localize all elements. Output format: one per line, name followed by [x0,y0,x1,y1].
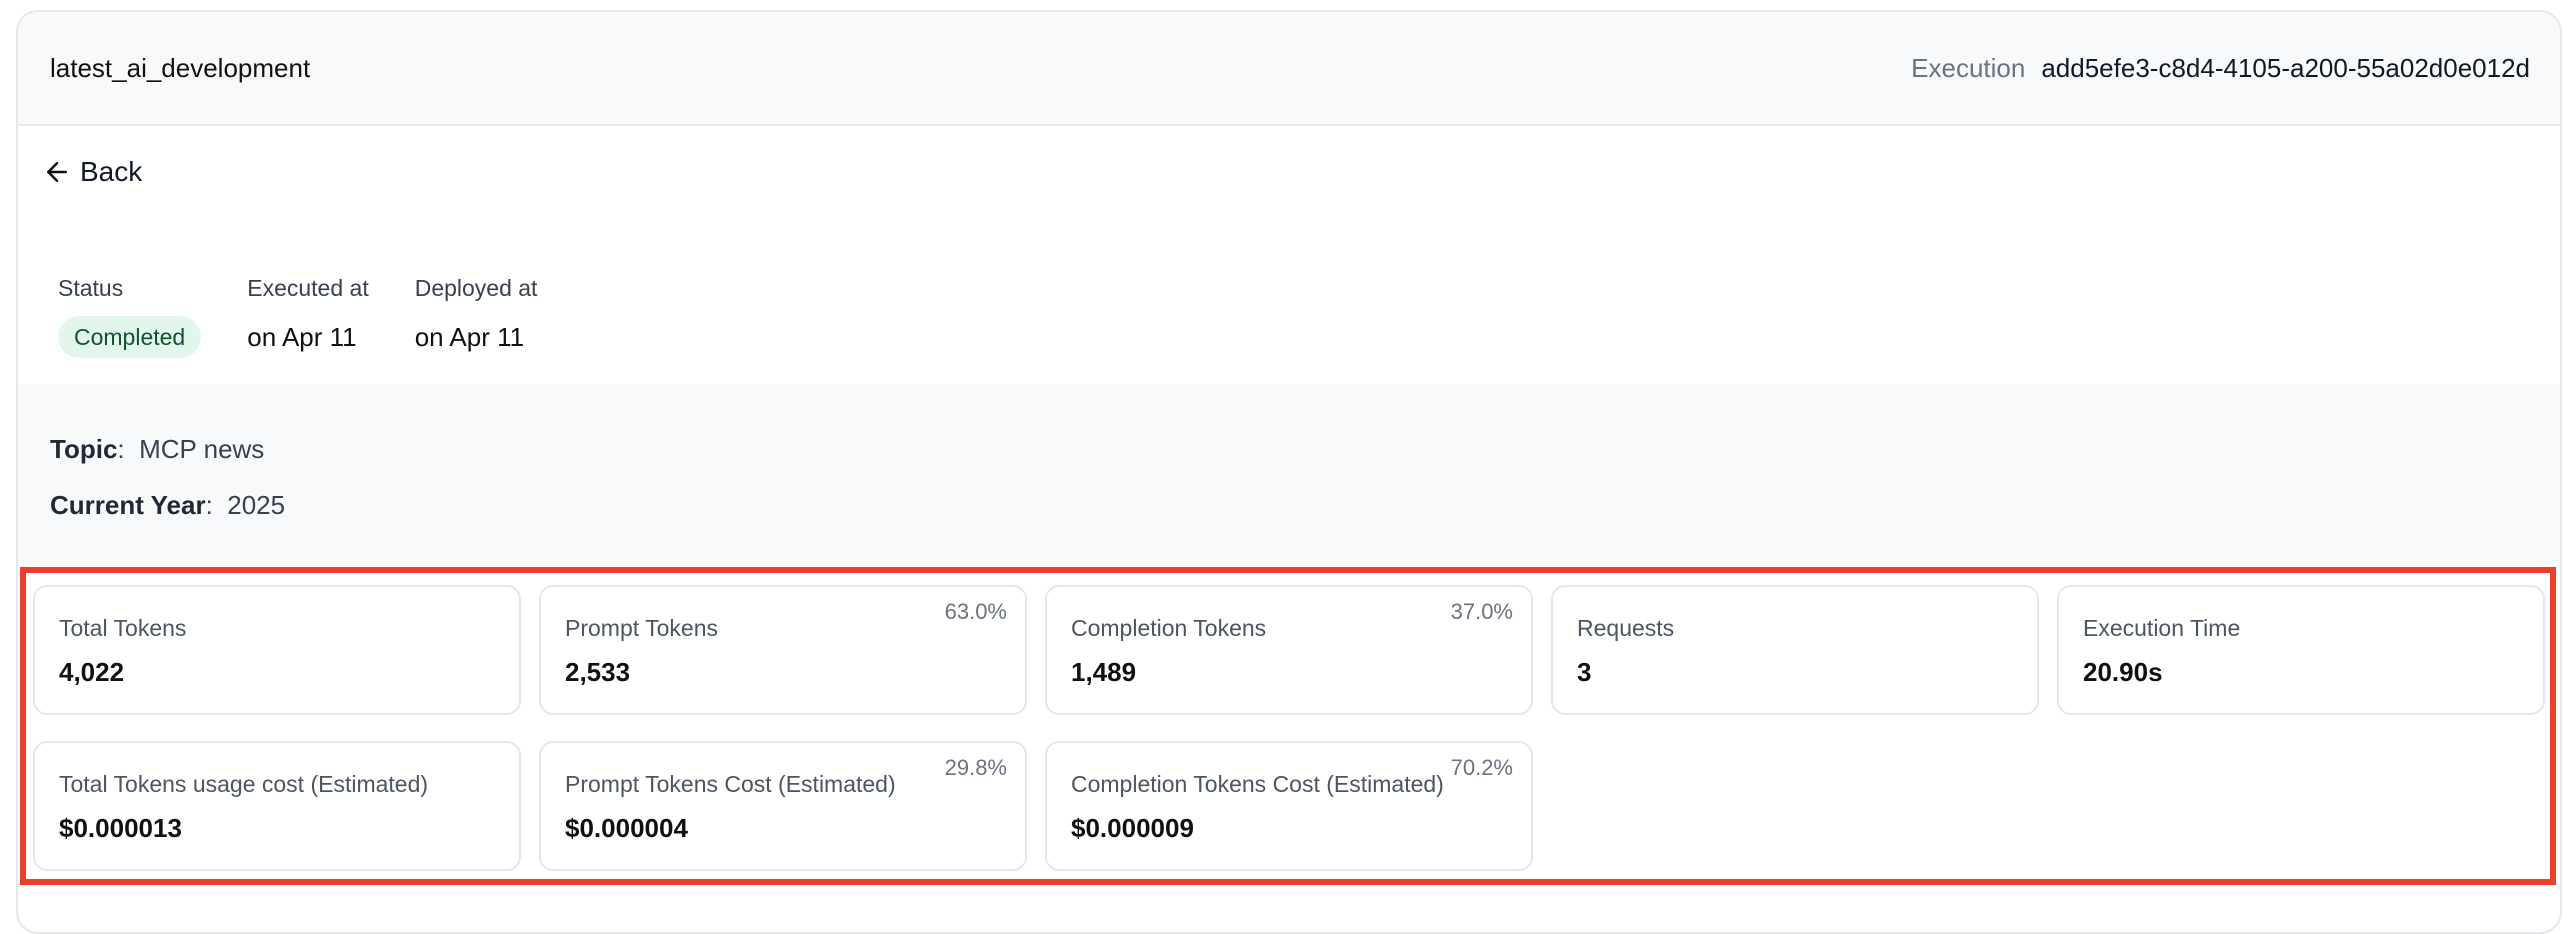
input-topic: Topic: MCP news [50,434,265,464]
status-badge: Completed [58,316,202,358]
metric-percentage: 37.0% [1450,599,1513,624]
metric-card: Total Tokens usage cost (Estimated) $0.0… [33,741,521,871]
metric-percentage: 70.2% [1450,755,1513,780]
metric-value: $0.000013 [59,813,182,843]
metric-label: Completion Tokens [1071,615,1267,641]
highlight-box [20,567,2556,885]
back-button[interactable]: Back [42,156,142,188]
metric-card: Prompt Tokens Cost (Estimated) $0.000004… [539,741,1027,871]
metric-value: $0.000009 [1071,813,1194,843]
metric-label: Completion Tokens Cost (Estimated) [1071,771,1444,797]
deployed-at-label: Deployed at [414,275,538,301]
input-key: Topic [50,434,118,464]
metric-value: 20.90s [2083,657,2163,687]
metric-label: Total Tokens usage cost (Estimated) [59,771,429,797]
status-label: Status [58,275,124,301]
metric-percentage: 29.8% [944,755,1007,780]
metric-percentage: 63.0% [944,599,1007,624]
metric-card: Total Tokens 4,022 [33,585,521,715]
execution-id-display: Execution add5efe3-c8d4-4105-a200-55a02d0… [1911,53,2530,84]
crew-title: latest_ai_development [50,52,311,83]
metric-value: 2,533 [565,657,631,687]
back-label: Back [80,156,143,187]
execution-header: latest_ai_development Execution add5efe3-… [18,12,2560,126]
metric-card: Completion Tokens Cost (Estimated) $0.00… [1045,741,1533,871]
executed-at-value: on Apr 11 [247,322,357,352]
input-value: 2025 [227,490,286,520]
metric-value: $0.000004 [565,813,688,843]
metric-card: Completion Tokens 1,489 37.0% [1045,585,1533,715]
metric-label: Execution Time [2083,615,2241,641]
deployed-at-value: on Apr 11 [414,322,525,352]
metric-card: Requests 3 [1551,585,2039,715]
input-key: Current Year [50,490,206,520]
inputs-section: Topic: MCP news Current Year: 2025 [18,384,2560,562]
metrics-grid: Total Tokens 4,022 Prompt Tokens 2,533 6… [33,585,2545,871]
metric-label: Prompt Tokens [565,615,718,641]
executed-at-label: Executed at [247,275,369,301]
metric-card: Prompt Tokens 2,533 63.0% [539,585,1027,715]
execution-meta: Status Completed Executed at on Apr 11 D… [58,275,537,358]
input-current-year: Current Year: 2025 [50,490,286,520]
metric-label: Requests [1577,615,1675,641]
execution-label: Execution [1911,52,2026,83]
execution-id: add5efe3-c8d4-4105-a200-55a02d0e012d [2041,52,2530,83]
metric-value: 4,022 [59,657,125,687]
input-value: MCP news [139,434,265,464]
metric-label: Prompt Tokens Cost (Estimated) [565,771,896,797]
metric-value: 3 [1577,657,1592,687]
arrow-left-icon [47,162,67,182]
metric-card: Execution Time 20.90s [2057,585,2545,715]
metric-label: Total Tokens [59,615,187,641]
metric-value: 1,489 [1071,657,1137,687]
